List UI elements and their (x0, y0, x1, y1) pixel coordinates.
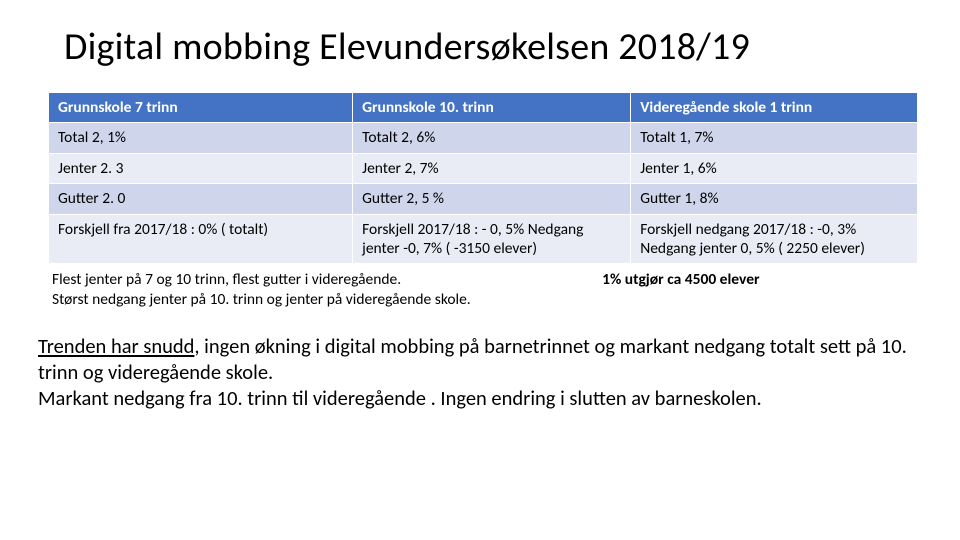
notes-line: Størst nedgang jenter på 10. trinn og je… (52, 290, 471, 309)
col-header: Grunnskole 10. trinn (353, 93, 631, 123)
cell: Gutter 2, 5 % (353, 184, 631, 214)
table-row: Jenter 2. 3 Jenter 2, 7% Jenter 1, 6% (49, 153, 918, 183)
body-paragraph: Trenden har snudd, ingen økning i digita… (38, 333, 948, 412)
cell: Forskjell 2017/18 : - 0, 5% Nedgang jent… (353, 214, 631, 264)
cell: Gutter 2. 0 (49, 184, 353, 214)
table-row: Forskjell fra 2017/18 : 0% ( totalt) For… (49, 214, 918, 264)
table-header-row: Grunnskole 7 trinn Grunnskole 10. trinn … (49, 93, 918, 123)
body-underline: Trenden har snudd (38, 333, 194, 359)
cell: Forskjell fra 2017/18 : 0% ( totalt) (49, 214, 353, 264)
col-header: Videregående skole 1 trinn (631, 93, 918, 123)
cell: Jenter 1, 6% (631, 153, 918, 183)
cell: Gutter 1, 8% (631, 184, 918, 214)
cell: Jenter 2. 3 (49, 153, 353, 183)
table-row: Gutter 2. 0 Gutter 2, 5 % Gutter 1, 8% (49, 184, 918, 214)
data-table: Grunnskole 7 trinn Grunnskole 10. trinn … (48, 92, 918, 264)
cell: Total 2, 1% (49, 123, 353, 153)
notes-line: Flest jenter på 7 og 10 trinn, flest gut… (52, 270, 401, 289)
slide: Digital mobbing Elevundersøkelsen 2018/1… (0, 0, 960, 540)
col-header: Grunnskole 7 trinn (49, 93, 353, 123)
cell: Totalt 2, 6% (353, 123, 631, 153)
notes-left: Flest jenter på 7 og 10 trinn, flest gut… (48, 270, 596, 310)
notes-right: 1% utgjør ca 4500 elever (596, 270, 918, 310)
page-title: Digital mobbing Elevundersøkelsen 2018/1… (64, 24, 932, 70)
cell: Forskjell nedgang 2017/18 : -0, 3% Nedga… (631, 214, 918, 264)
notes-row: Flest jenter på 7 og 10 trinn, flest gut… (48, 270, 918, 310)
table-container: Grunnskole 7 trinn Grunnskole 10. trinn … (48, 92, 918, 264)
cell: Totalt 1, 7% (631, 123, 918, 153)
table-row: Total 2, 1% Totalt 2, 6% Totalt 1, 7% (49, 123, 918, 153)
cell: Jenter 2, 7% (353, 153, 631, 183)
